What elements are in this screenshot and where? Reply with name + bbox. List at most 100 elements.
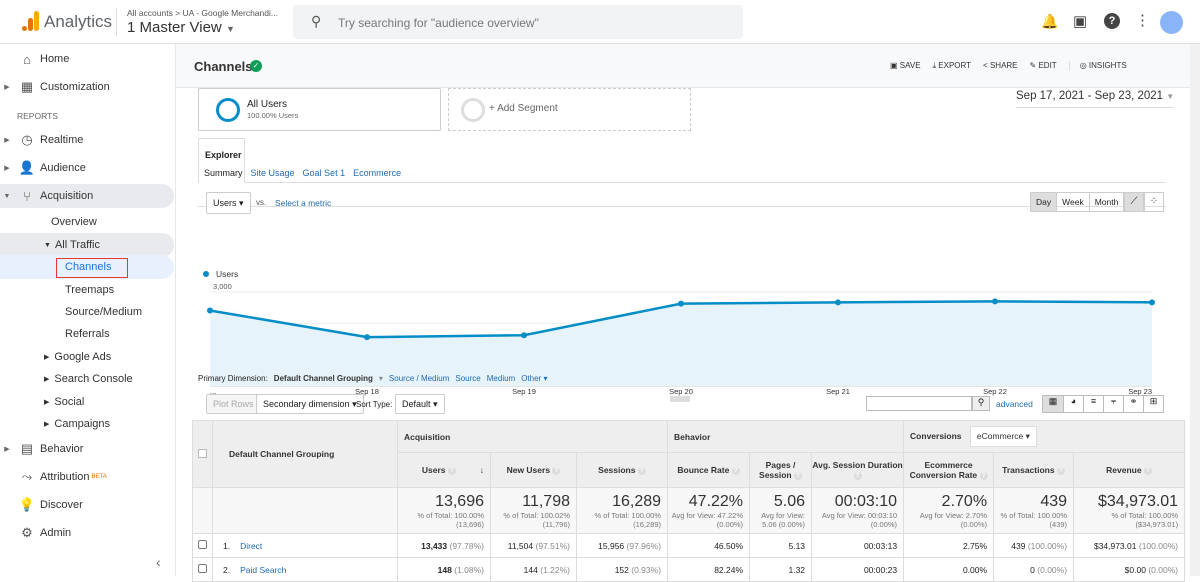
export-button[interactable]: ⤓ EXPORT: [933, 61, 972, 71]
dimension-other[interactable]: Other ▾: [521, 374, 547, 383]
plot-rows-button[interactable]: Plot Rows: [206, 394, 261, 414]
table-search-input[interactable]: [866, 396, 972, 411]
sidebar-item-label: Campaigns: [54, 418, 110, 430]
dimension-medium[interactable]: Medium: [487, 374, 515, 383]
account-breadcrumb[interactable]: All accounts > UA - Google Merchandi...: [127, 8, 278, 18]
search-input[interactable]: Try searching for "audience overview": [338, 16, 539, 30]
period-week[interactable]: Week: [1056, 193, 1089, 211]
help-icon[interactable]: ?: [1104, 13, 1120, 29]
sidebar-item-realtime[interactable]: ▶◷Realtime: [0, 128, 174, 152]
period-day[interactable]: Day: [1031, 193, 1056, 211]
table-view-icon[interactable]: ▦: [1043, 396, 1063, 412]
column-header[interactable]: Pages / Session ?: [750, 453, 812, 488]
sidebar-item-audience[interactable]: ▶👤Audience: [0, 156, 174, 180]
sidebar-item-home[interactable]: ⌂Home: [0, 47, 174, 71]
column-header[interactable]: Avg. Session Duration ?: [812, 453, 904, 488]
bar-view-icon[interactable]: ≡: [1083, 396, 1103, 412]
sidebar-item-treemaps[interactable]: Treemaps: [0, 278, 174, 302]
sidebar-item-label: Overview: [51, 216, 97, 228]
cell-percent: (100.00%): [1139, 541, 1178, 551]
motion-chart-icon[interactable]: ⁘: [1144, 192, 1164, 212]
add-segment-label: + Add Segment: [489, 103, 558, 114]
sidebar-item-discover[interactable]: 💡Discover: [0, 493, 174, 517]
column-header[interactable]: Transactions ?: [994, 453, 1074, 488]
row-checkbox[interactable]: [193, 558, 213, 582]
pivot-view-icon[interactable]: ⊞: [1143, 396, 1163, 412]
select-metric-link[interactable]: Select a metric: [275, 198, 331, 208]
scrollbar[interactable]: [1190, 44, 1200, 576]
insights-button[interactable]: ◎ INSIGHTS: [1069, 61, 1127, 71]
sidebar-item-referrals[interactable]: Referrals: [0, 322, 174, 346]
bell-icon[interactable]: 🔔: [1041, 13, 1058, 30]
pie-view-icon[interactable]: ◕: [1063, 396, 1083, 412]
sidebar-item-label: Realtime: [40, 134, 83, 146]
cell-value: 152: [615, 565, 629, 575]
avatar[interactable]: [1160, 11, 1183, 34]
period-month[interactable]: Month: [1089, 193, 1124, 211]
more-vert-icon[interactable]: ⋮: [1135, 11, 1150, 29]
sidebar-item-search-console[interactable]: ▶Search Console: [0, 367, 174, 391]
comparison-view-icon[interactable]: ⫧: [1103, 396, 1123, 412]
cell-percent: (0.00%): [1148, 565, 1178, 575]
metric-selector[interactable]: Users ▾: [206, 192, 251, 214]
dimension-current[interactable]: Default Channel Grouping: [274, 374, 373, 383]
sidebar-item-campaigns[interactable]: ▶Campaigns: [0, 412, 174, 436]
advanced-filter-link[interactable]: advanced: [996, 399, 1033, 409]
share-button[interactable]: < SHARE: [983, 61, 1017, 71]
lightbulb-icon: 💡: [14, 497, 40, 513]
sidebar-item-acquisition[interactable]: ▼⑂Acquisition: [0, 184, 174, 208]
app-name: Analytics: [44, 12, 112, 32]
sidebar-item-all-traffic[interactable]: ▼All Traffic: [0, 233, 174, 257]
row-checkbox[interactable]: [193, 534, 213, 558]
term-cloud-icon[interactable]: ⚭: [1123, 396, 1143, 412]
sidebar-item-social[interactable]: ▶Social: [0, 390, 174, 414]
sidebar-item-overview[interactable]: Overview: [0, 210, 174, 234]
cell-value: 11,504: [508, 541, 533, 551]
dimension-header[interactable]: Default Channel Grouping: [213, 421, 398, 488]
column-label: Ecommerce Conversion Rate: [910, 460, 978, 480]
cell-value: 439: [1011, 541, 1025, 551]
sort-type-select[interactable]: Default ▾: [395, 394, 445, 414]
apps-grid-icon[interactable]: ▣: [1073, 12, 1087, 30]
sidebar-item-customization[interactable]: ▶▦Customization: [0, 75, 174, 99]
subtab-summary[interactable]: Summary: [204, 168, 243, 178]
sidebar-item-behavior[interactable]: ▶▤Behavior: [0, 437, 174, 461]
line-chart-icon[interactable]: ⟋: [1124, 192, 1144, 212]
column-header[interactable]: Sessions ?: [577, 453, 668, 488]
add-segment-button[interactable]: + Add Segment: [448, 88, 691, 131]
channel-link[interactable]: Paid Search: [240, 565, 286, 575]
secondary-dimension-select[interactable]: Secondary dimension ▾: [256, 394, 364, 414]
row-cell: 0.00%: [904, 558, 994, 582]
collapse-sidebar-icon[interactable]: ‹: [156, 554, 161, 570]
channel-link[interactable]: Direct: [240, 541, 262, 551]
column-header[interactable]: Bounce Rate ?: [668, 453, 750, 488]
subtab-ecommerce[interactable]: Ecommerce: [353, 168, 401, 178]
column-header[interactable]: Ecommerce Conversion Rate ?: [904, 453, 994, 488]
search-icon[interactable]: ⚲: [972, 396, 990, 411]
subtab-goal-set-1[interactable]: Goal Set 1: [303, 168, 346, 178]
conversions-select[interactable]: eCommerce ▾: [970, 426, 1037, 447]
verified-check-icon: ✓: [250, 60, 262, 72]
sidebar-item-admin[interactable]: ⚙Admin: [0, 521, 174, 545]
view-selector[interactable]: 1 Master View ▼: [127, 19, 235, 36]
segment-all-users[interactable]: All Users 100.00% Users: [198, 88, 441, 131]
save-button[interactable]: ▣ SAVE: [890, 61, 921, 71]
sidebar-item-attribution[interactable]: ⤳AttributionBETA: [0, 465, 174, 489]
period-toggle: Day Week Month: [1030, 192, 1124, 212]
dimension-source[interactable]: Source: [455, 374, 480, 383]
sidebar-item-label: Search Console: [54, 373, 132, 385]
edit-button[interactable]: ✎ EDIT: [1030, 61, 1057, 71]
subtab-site-usage[interactable]: Site Usage: [251, 168, 295, 178]
search-box[interactable]: ⚲ Try searching for "audience overview": [293, 5, 743, 39]
column-header[interactable]: Users ? ↓: [398, 453, 491, 488]
total-cell: 16,289% of Total: 100.00% (16,289): [577, 488, 668, 534]
date-range-picker[interactable]: Sep 17, 2021 - Sep 23, 2021 ▼: [1016, 90, 1174, 108]
help-icon: ?: [638, 467, 646, 475]
select-all-checkbox-cell[interactable]: [193, 421, 213, 488]
sidebar-item-google-ads[interactable]: ▶Google Ads: [0, 345, 174, 369]
sidebar-item-source-medium[interactable]: Source/Medium: [0, 300, 174, 324]
column-header[interactable]: Revenue ?: [1074, 453, 1185, 488]
column-header[interactable]: New Users ?: [491, 453, 577, 488]
dimension-source-medium[interactable]: Source / Medium: [389, 374, 449, 383]
primary-dimension-label: Primary Dimension:: [198, 374, 268, 383]
